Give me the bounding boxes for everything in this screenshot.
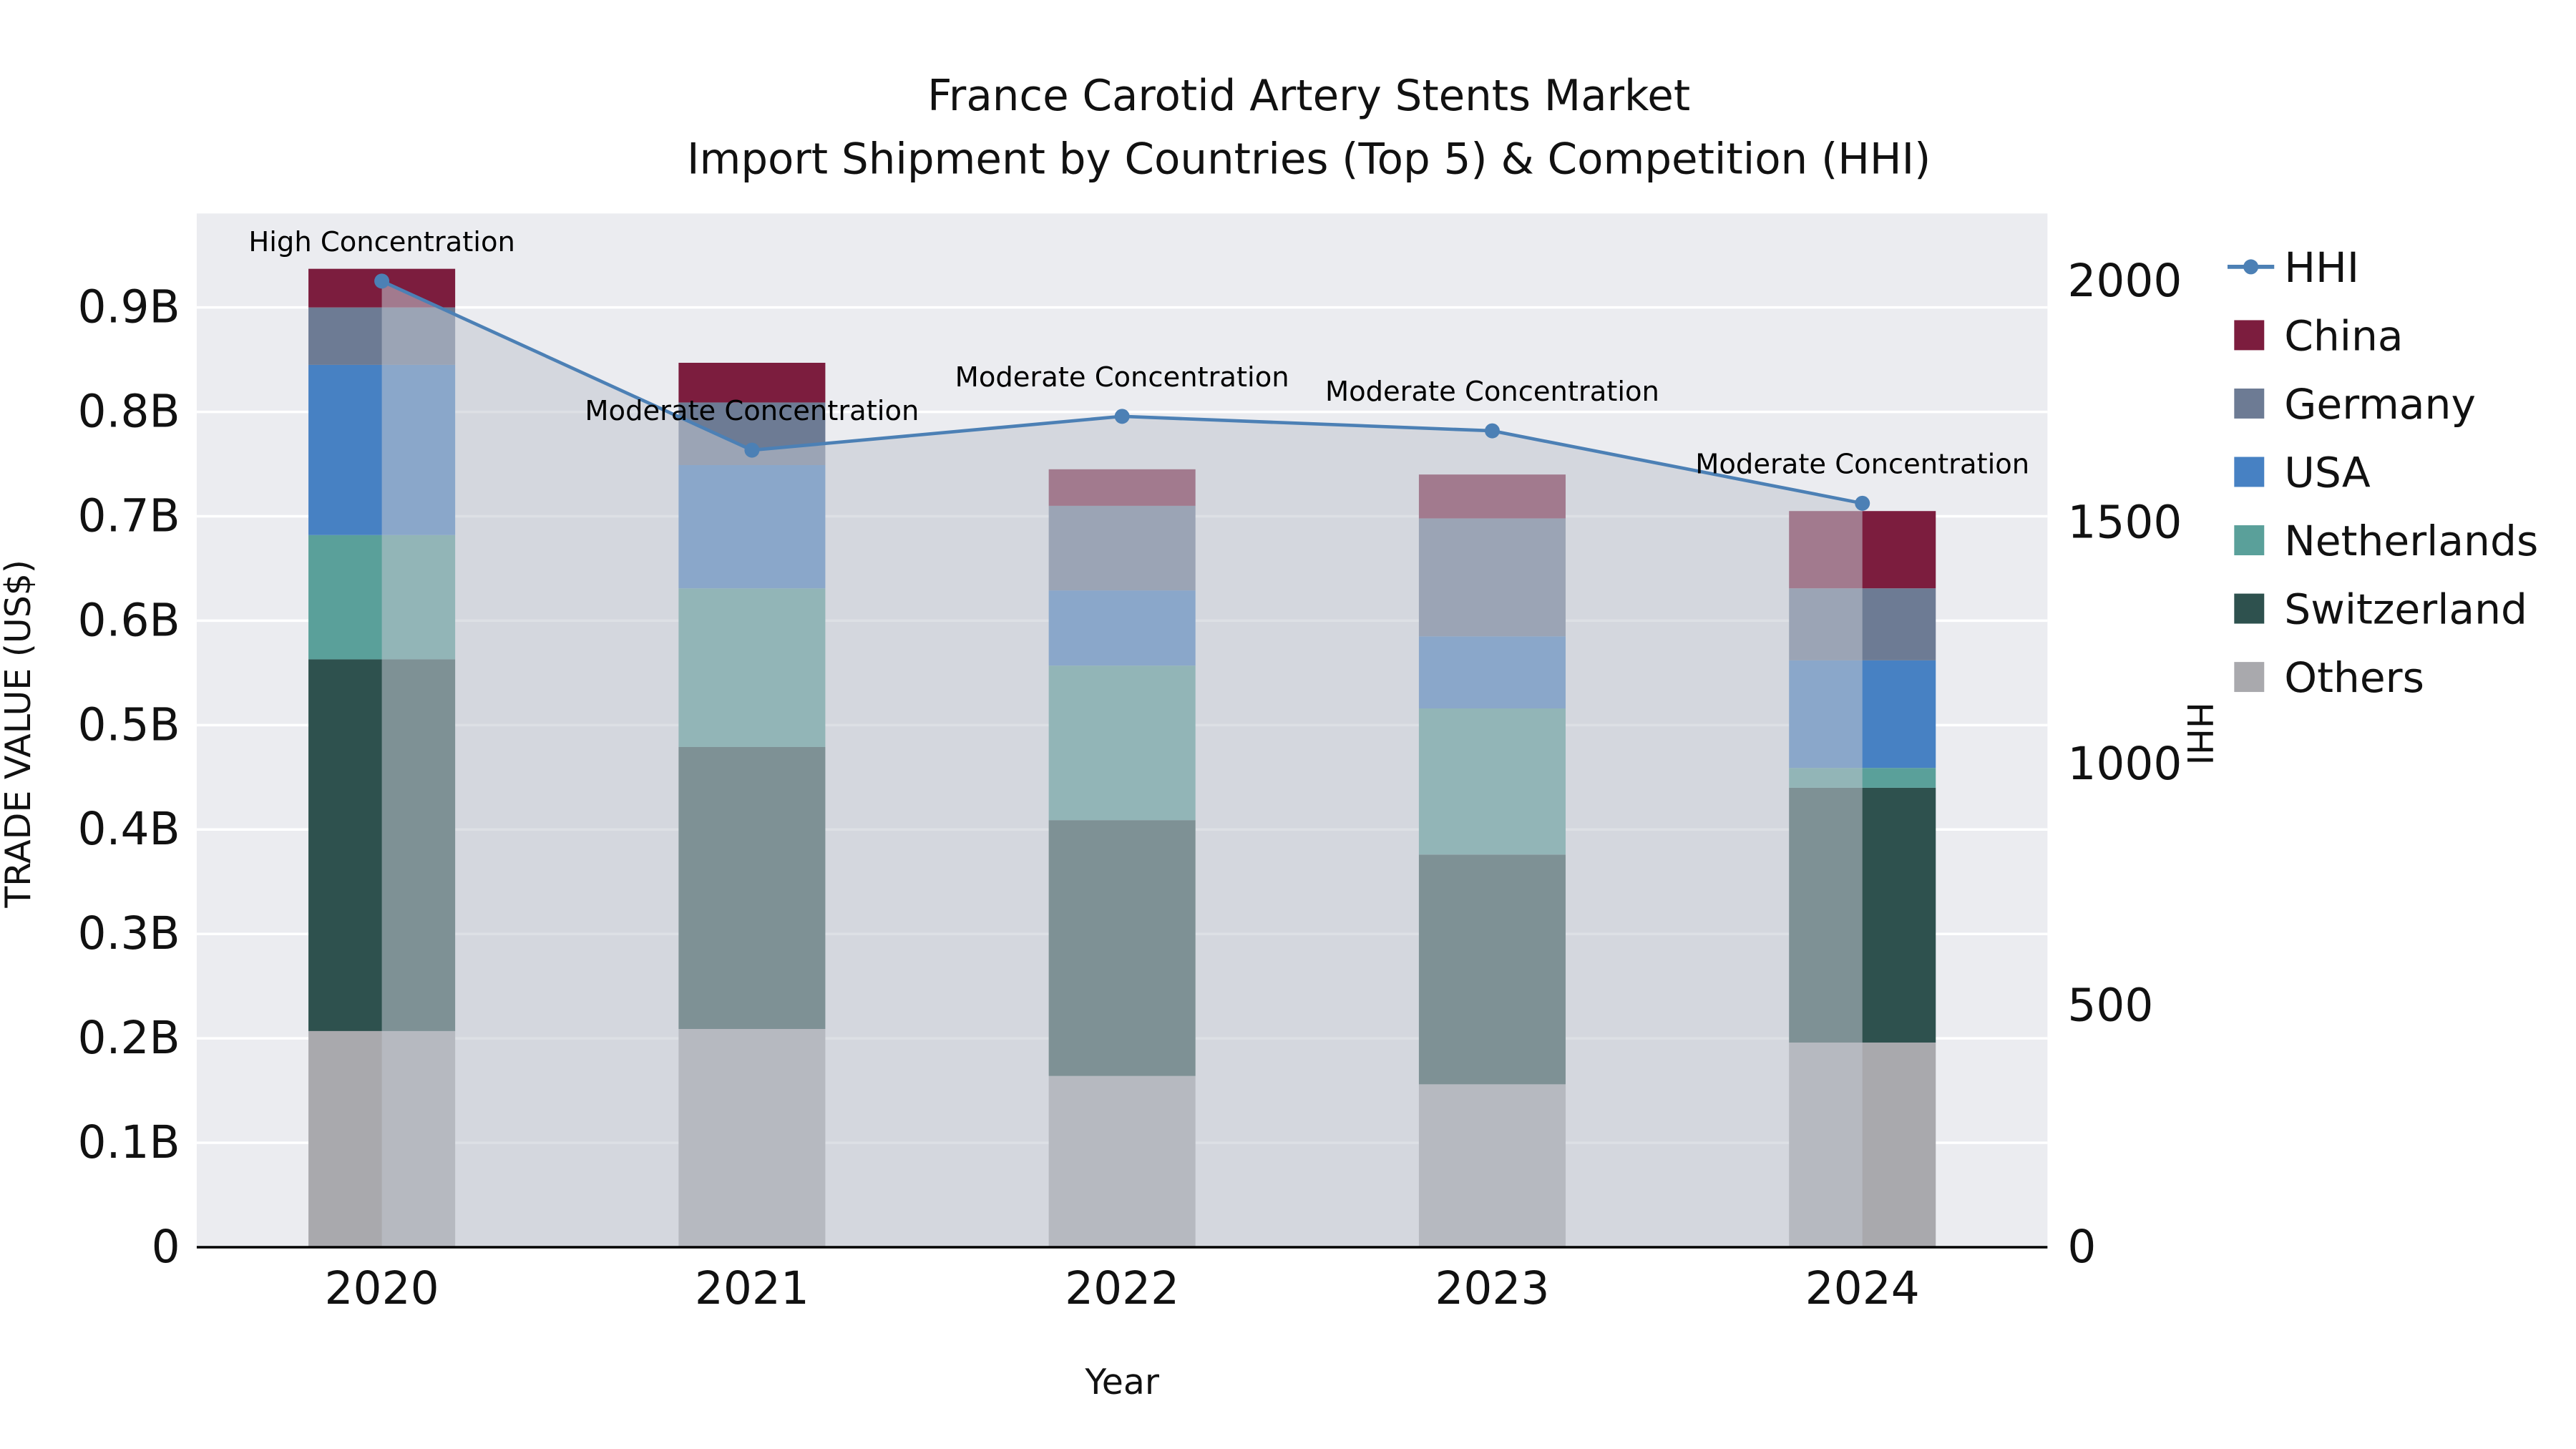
- legend-swatch: [2234, 388, 2265, 419]
- legend: HHI China Germany USA Netherlands Switzerland…: [2228, 243, 2538, 702]
- legend-label: Others: [2284, 653, 2424, 702]
- y-left-tick-0.5B: 0.5B: [77, 698, 180, 751]
- legend-item-netherlands[interactable]: Netherlands: [2234, 517, 2538, 565]
- y-left-tick-0.3B: 0.3B: [77, 907, 180, 960]
- legend-label: Germany: [2284, 380, 2476, 429]
- x-tick-2020: 2020: [325, 1262, 439, 1314]
- legend-swatch: [2234, 662, 2265, 693]
- y-right-tick-1500: 1500: [2067, 496, 2182, 548]
- legend-label: China: [2284, 311, 2403, 360]
- hhi-marker-2020: [374, 273, 390, 289]
- legend-label: HHI: [2284, 243, 2359, 292]
- y-right-axis-title: HHI: [2179, 702, 2220, 765]
- y-left-tick-0.9B: 0.9B: [77, 281, 180, 333]
- hhi-area-fill: [381, 280, 1863, 1247]
- annotation-2020: High Concentration: [248, 226, 514, 258]
- y-right-tick-2000: 2000: [2067, 255, 2182, 307]
- legend-label: Switzerland: [2284, 585, 2527, 634]
- hhi-marker-2023: [1484, 423, 1500, 439]
- y-left-tick-0.4B: 0.4B: [77, 803, 180, 855]
- annotation-2022: Moderate Concentration: [955, 361, 1289, 394]
- annotation-2024: Moderate Concentration: [1695, 448, 2029, 480]
- y-right-tick-500: 500: [2067, 979, 2153, 1031]
- y-right-tick-0: 0: [2067, 1221, 2096, 1273]
- legend-swatch: [2234, 593, 2265, 624]
- legend-item-hhi[interactable]: HHI: [2228, 243, 2359, 292]
- x-tick-2024: 2024: [1805, 1262, 1920, 1314]
- legend-item-china[interactable]: China: [2234, 311, 2404, 360]
- annotation-2021: Moderate Concentration: [585, 395, 919, 427]
- legend-line-marker-icon: [2243, 259, 2259, 275]
- chart-title-line2: Import Shipment by Countries (Top 5) & C…: [687, 135, 1931, 184]
- legend-item-switzerland[interactable]: Switzerland: [2234, 585, 2527, 634]
- annotation-2023: Moderate Concentration: [1325, 376, 1659, 408]
- y-left-tick-0.1B: 0.1B: [77, 1116, 180, 1169]
- hhi-marker-2024: [1855, 495, 1870, 511]
- legend-swatch: [2234, 320, 2265, 351]
- y-left-axis-title: TRADE VALUE (US$): [0, 560, 39, 909]
- y-left-tick-0.8B: 0.8B: [77, 386, 180, 438]
- chart-title-line1: France Carotid Artery Stents Market: [927, 72, 1690, 121]
- plot-layer: High Concentration Moderate Concentration…: [77, 213, 2182, 1314]
- y-left-tick-0.6B: 0.6B: [77, 594, 180, 646]
- legend-swatch: [2234, 525, 2265, 555]
- x-tick-2021: 2021: [695, 1262, 809, 1314]
- x-axis-title: Year: [1084, 1362, 1159, 1402]
- legend-label: USA: [2284, 448, 2371, 497]
- legend-item-germany[interactable]: Germany: [2234, 380, 2476, 429]
- bar-segment-china-2021: [678, 362, 826, 403]
- legend-swatch: [2234, 457, 2265, 487]
- y-left-tick-0.2B: 0.2B: [77, 1012, 180, 1064]
- y-left-tick-0.7B: 0.7B: [77, 489, 180, 542]
- x-tick-2023: 2023: [1435, 1262, 1549, 1314]
- hhi-marker-2022: [1114, 409, 1130, 424]
- legend-item-usa[interactable]: USA: [2234, 448, 2371, 497]
- legend-label: Netherlands: [2284, 517, 2538, 565]
- y-right-tick-1000: 1000: [2067, 738, 2182, 790]
- x-tick-2022: 2022: [1065, 1262, 1179, 1314]
- hhi-marker-2021: [744, 442, 760, 458]
- y-left-tick-0: 0: [152, 1221, 180, 1273]
- legend-item-others[interactable]: Others: [2234, 653, 2424, 702]
